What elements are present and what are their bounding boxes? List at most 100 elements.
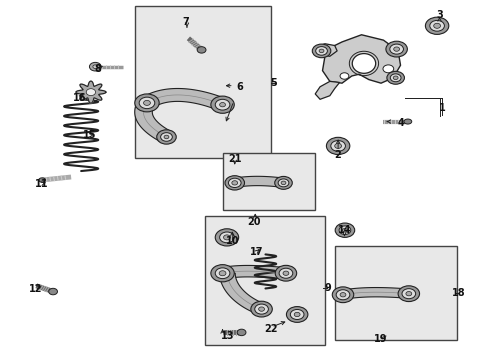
Ellipse shape	[286, 307, 307, 322]
Ellipse shape	[334, 223, 354, 237]
Ellipse shape	[135, 94, 159, 112]
Polygon shape	[219, 273, 264, 314]
Ellipse shape	[397, 286, 419, 302]
Ellipse shape	[386, 71, 404, 84]
Ellipse shape	[210, 96, 234, 113]
Text: 9: 9	[324, 283, 330, 293]
Text: 21: 21	[227, 154, 241, 164]
Ellipse shape	[93, 65, 98, 68]
Text: 19: 19	[373, 333, 387, 343]
Ellipse shape	[275, 265, 296, 281]
Ellipse shape	[258, 307, 264, 311]
Ellipse shape	[139, 97, 155, 109]
Ellipse shape	[39, 178, 45, 182]
Ellipse shape	[334, 143, 341, 148]
Text: 8: 8	[95, 64, 102, 74]
Text: 5: 5	[270, 78, 277, 88]
Ellipse shape	[163, 135, 168, 139]
Ellipse shape	[89, 62, 101, 71]
Ellipse shape	[385, 41, 407, 57]
Ellipse shape	[278, 179, 288, 187]
Ellipse shape	[228, 178, 241, 188]
Ellipse shape	[281, 181, 285, 185]
Text: 12: 12	[29, 284, 42, 294]
Text: 6: 6	[236, 82, 243, 92]
Ellipse shape	[215, 229, 238, 246]
Ellipse shape	[330, 140, 345, 151]
Ellipse shape	[339, 293, 345, 297]
Polygon shape	[233, 176, 284, 188]
Ellipse shape	[335, 290, 349, 300]
Polygon shape	[220, 265, 286, 279]
Text: 4: 4	[396, 118, 403, 128]
Text: 17: 17	[249, 247, 263, 257]
Text: 10: 10	[225, 236, 239, 246]
Ellipse shape	[157, 130, 176, 144]
Ellipse shape	[326, 137, 349, 154]
Polygon shape	[135, 100, 171, 142]
Ellipse shape	[219, 103, 225, 107]
Ellipse shape	[224, 176, 244, 190]
Ellipse shape	[160, 133, 172, 141]
Text: 2: 2	[333, 150, 340, 160]
Polygon shape	[341, 288, 408, 299]
Ellipse shape	[389, 44, 403, 54]
Text: 18: 18	[451, 288, 465, 298]
Ellipse shape	[389, 74, 400, 82]
Ellipse shape	[254, 304, 268, 314]
Circle shape	[86, 89, 95, 96]
Ellipse shape	[274, 176, 292, 189]
Ellipse shape	[223, 235, 230, 240]
Ellipse shape	[382, 65, 393, 73]
Polygon shape	[322, 35, 400, 83]
Ellipse shape	[401, 289, 415, 299]
Ellipse shape	[237, 329, 245, 336]
Ellipse shape	[342, 228, 346, 232]
Text: 20: 20	[247, 217, 261, 227]
Ellipse shape	[294, 312, 300, 317]
Ellipse shape	[215, 99, 229, 110]
Polygon shape	[315, 44, 336, 56]
Ellipse shape	[210, 265, 234, 282]
Ellipse shape	[339, 73, 348, 79]
Ellipse shape	[331, 287, 353, 303]
Ellipse shape	[290, 310, 304, 319]
Text: 22: 22	[264, 324, 278, 334]
Polygon shape	[315, 81, 339, 99]
Ellipse shape	[392, 76, 397, 80]
Ellipse shape	[219, 232, 234, 243]
Ellipse shape	[312, 44, 330, 58]
Ellipse shape	[215, 268, 229, 279]
Ellipse shape	[405, 292, 411, 296]
Bar	[205, 216, 325, 345]
Ellipse shape	[393, 47, 399, 51]
Ellipse shape	[279, 268, 292, 278]
Ellipse shape	[425, 17, 448, 35]
Text: 16: 16	[73, 93, 86, 103]
Text: 15: 15	[83, 130, 97, 140]
Ellipse shape	[433, 23, 440, 28]
Text: 7: 7	[182, 17, 189, 27]
Ellipse shape	[315, 46, 327, 55]
Text: 14: 14	[337, 225, 350, 235]
Bar	[334, 246, 456, 339]
Polygon shape	[141, 89, 226, 111]
Ellipse shape	[351, 54, 375, 73]
Ellipse shape	[219, 271, 225, 276]
Ellipse shape	[403, 119, 411, 124]
Bar	[222, 153, 315, 211]
Ellipse shape	[197, 47, 205, 53]
Ellipse shape	[49, 288, 58, 295]
Ellipse shape	[250, 301, 272, 317]
Ellipse shape	[283, 271, 288, 275]
Ellipse shape	[429, 21, 444, 31]
Bar	[135, 6, 271, 158]
Ellipse shape	[319, 49, 324, 53]
Text: 11: 11	[35, 179, 49, 189]
Ellipse shape	[338, 226, 350, 234]
Ellipse shape	[231, 181, 237, 185]
Polygon shape	[76, 81, 106, 103]
Text: 3: 3	[435, 10, 442, 20]
Text: 13: 13	[220, 331, 234, 341]
Text: 1: 1	[438, 103, 445, 113]
